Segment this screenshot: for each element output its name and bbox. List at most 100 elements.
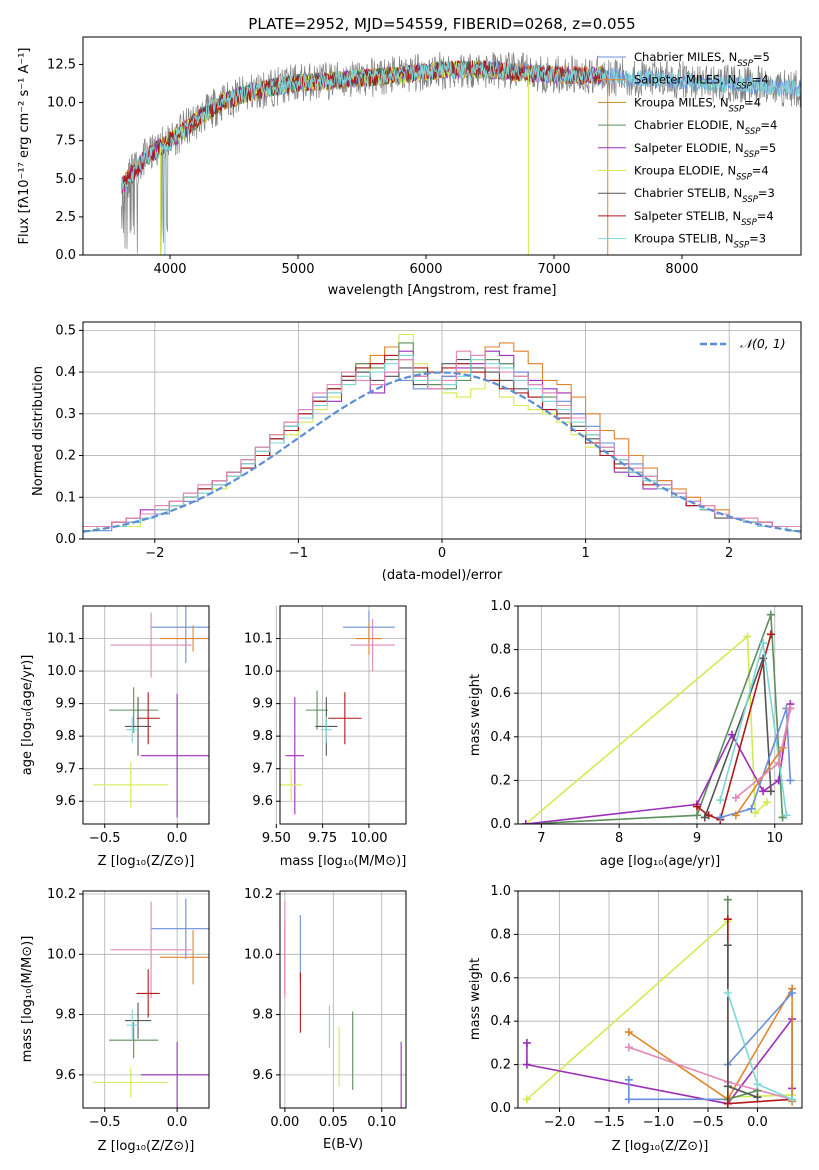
residuals-ytick-label: 0.3	[55, 407, 76, 422]
weight-vs-age-marker-0-3	[762, 798, 771, 807]
age-vs-mass-ytick-label: 10.0	[244, 664, 273, 679]
weight-vs-z-plot	[522, 895, 797, 1108]
weight-vs-age-series-0	[525, 634, 768, 824]
mass-vs-z-ytick-label: 10.2	[47, 887, 76, 902]
age-vs-mass-ytick-label: 9.9	[252, 697, 273, 712]
age-vs-z-xtick-label: −0.5	[89, 831, 121, 846]
spectrum-legend-label-3: Chabrier ELODIE, NSSP=4	[634, 118, 777, 137]
weight-vs-age-ytick-label: 0.2	[490, 773, 511, 788]
residuals-ylabel: Normed distribution	[31, 366, 46, 496]
weight-vs-age-xlabel: age [log₁₀(age/yr)]	[600, 854, 721, 869]
residuals-legend: 𝒩(0, 1)	[700, 336, 786, 351]
weight-vs-age-marker-0-2	[751, 809, 760, 818]
weight-vs-z-marker-8-1	[753, 1080, 762, 1089]
weight-vs-z-xlabel: Z [log₁₀(Z/Z⊙)]	[612, 1139, 709, 1154]
mass-vs-z-panel: −0.5 0.0 9.6 9.8 10.0 10.2	[47, 887, 210, 1130]
age-vs-z-ytick-label: 10.0	[47, 664, 76, 679]
weight-vs-age-ytick-label: 0.0	[490, 817, 511, 832]
weight-vs-age-xtick-label: 10	[766, 831, 783, 846]
weight-vs-z-ytick-label: 0.4	[490, 1014, 511, 1029]
weight-vs-z-xtick-label: −2.0	[544, 1115, 576, 1130]
mass-vs-ebv-ytick-label: 9.8	[252, 1008, 273, 1023]
mass-vs-ebv-ytick-label: 9.6	[252, 1068, 273, 1083]
weight-vs-age-marker-7-0	[731, 811, 740, 820]
mass-vs-z-ytick-label: 9.6	[55, 1068, 76, 1083]
age-vs-z-xtick-label: 0.0	[167, 831, 188, 846]
age-vs-mass-xtick-label: 10.00	[350, 831, 387, 846]
weight-vs-z-series-1	[526, 1016, 793, 1105]
age-vs-z-ytick-label: 9.9	[55, 697, 76, 712]
spectrum-legend-label-6: Chabrier STELIB, NSSP=3	[634, 186, 775, 205]
spectrum-xtick-label: 8000	[665, 262, 698, 277]
age-vs-mass-ytick-label: 9.8	[252, 729, 273, 744]
spectrum-ytick-label: 5.0	[55, 172, 76, 187]
mass-vs-ebv-xtick-label: 0.00	[270, 1115, 299, 1130]
age-vs-mass-panel: 9.50 9.75 10.00 9.6 9.7 9.8 9.9 10.0 10.1	[244, 605, 407, 846]
weight-vs-age-marker-1-1	[692, 811, 701, 820]
normal-legend-label: 𝒩(0, 1)	[740, 336, 786, 351]
weight-vs-age-marker-8-2	[786, 704, 795, 713]
mass-vs-ebv-panel: 0.00 0.05 0.10 9.6 9.8 10.0 10.2	[244, 887, 407, 1130]
age-vs-z-ytick-label: 9.7	[55, 762, 76, 777]
weight-vs-age-xtick-label: 7	[537, 831, 545, 846]
spectrum-ytick-label: 12.5	[47, 57, 76, 72]
weight-vs-age-marker-5-0	[716, 796, 725, 805]
spectrum-xtick-label: 6000	[409, 262, 442, 277]
residuals-xlabel: (data-model)/error	[382, 568, 503, 583]
weight-vs-z-marker-2-0	[624, 1028, 633, 1037]
age-vs-mass-ytick-label: 10.1	[244, 632, 273, 647]
spectrum-legend-label-8: Kroupa STELIB, NSSP=3	[634, 232, 766, 251]
weight-vs-age-xtick-label: 9	[693, 831, 701, 846]
age-vs-z-xlabel: Z [log₁₀(Z/Z⊙)]	[98, 854, 195, 869]
weight-vs-z-marker-4-1	[624, 1095, 633, 1104]
spectrum-ytick-label: 10.0	[47, 96, 76, 111]
weight-vs-age-panel: 7 8 9 10 0.0 0.2 0.4 0.6 0.8 1.0	[490, 599, 803, 846]
weight-vs-age-marker-5-2	[782, 811, 791, 820]
mass-vs-z-plot	[93, 898, 209, 1108]
residuals-xtick-label: 1	[581, 546, 589, 561]
age-vs-z-plot	[93, 606, 209, 818]
weight-vs-z-marker-7-0	[723, 941, 732, 950]
weight-vs-age-frame	[517, 605, 803, 825]
residuals-xtick-label: −2	[145, 546, 164, 561]
normal-curve	[83, 371, 801, 533]
age-vs-z-ytick-label: 9.6	[55, 794, 76, 809]
mass-vs-ebv-xtick-label: 0.05	[319, 1115, 348, 1130]
mass-vs-ebv-plot	[284, 901, 402, 1108]
mass-vs-z-xtick-label: 0.0	[167, 1115, 188, 1130]
age-vs-mass-xtick-label: 9.50	[262, 831, 291, 846]
age-vs-mass-ytick-label: 9.6	[252, 794, 273, 809]
age-vs-z-frame	[82, 605, 210, 825]
residuals-ytick-label: 0.2	[55, 449, 76, 464]
weight-vs-z-marker-6-0	[723, 915, 732, 924]
weight-vs-age-marker-4-2	[766, 787, 775, 796]
residuals-panel: −2 −1 0 1 2 0.0 0.1 0.2 0.3 0.4 0.5 (data-model)/e…	[31, 321, 802, 583]
weight-vs-age-marker-6-1	[747, 804, 756, 813]
age-vs-z-ylabel: age [log₁₀(age/yr)]	[20, 655, 35, 776]
weight-vs-z-ytick-label: 1.0	[490, 884, 511, 899]
residuals-ytick-label: 0.5	[55, 323, 76, 338]
weight-vs-z-frame	[517, 890, 803, 1109]
weight-vs-z-panel: −2.0 −1.5 −1.0 −0.5 0.0 0.0 0.2 0.4 0.6 0.8 1.0	[490, 884, 803, 1130]
weight-vs-z-series-3	[628, 1046, 793, 1101]
weight-vs-age-marker-4-0	[700, 813, 709, 822]
mass-vs-z-xlabel: Z [log₁₀(Z/Z⊙)]	[98, 1139, 195, 1154]
spectrum-series-8	[120, 61, 801, 194]
weight-vs-z-xtick-label: 0.0	[747, 1115, 768, 1130]
weight-vs-z-marker-7-1	[723, 1082, 732, 1091]
mass-vs-ebv-xtick-label: 0.10	[367, 1115, 396, 1130]
mass-vs-z-frame	[82, 890, 210, 1109]
weight-vs-age-marker-6-0	[716, 813, 725, 822]
residuals-ytick-label: 0.1	[55, 490, 76, 505]
spectrum-legend-label-4: Salpeter ELODIE, NSSP=5	[634, 141, 776, 160]
residuals-histogram-8	[83, 350, 801, 528]
spectrum-title: PLATE=2952, MJD=54559, FIBERID=0268, z=0…	[248, 15, 635, 33]
weight-vs-z-marker-7-2	[753, 1093, 762, 1102]
weight-vs-z-xtick-label: −1.5	[593, 1115, 625, 1130]
spectrum-xtick-label: 4000	[153, 262, 186, 277]
age-vs-mass-frame	[279, 605, 407, 825]
age-vs-z-ytick-label: 9.8	[55, 729, 76, 744]
weight-vs-z-series-6	[726, 919, 793, 1105]
spectrum-panel: PLATE=2952, MJD=54559, FIBERID=0268, z=0…	[17, 15, 802, 298]
